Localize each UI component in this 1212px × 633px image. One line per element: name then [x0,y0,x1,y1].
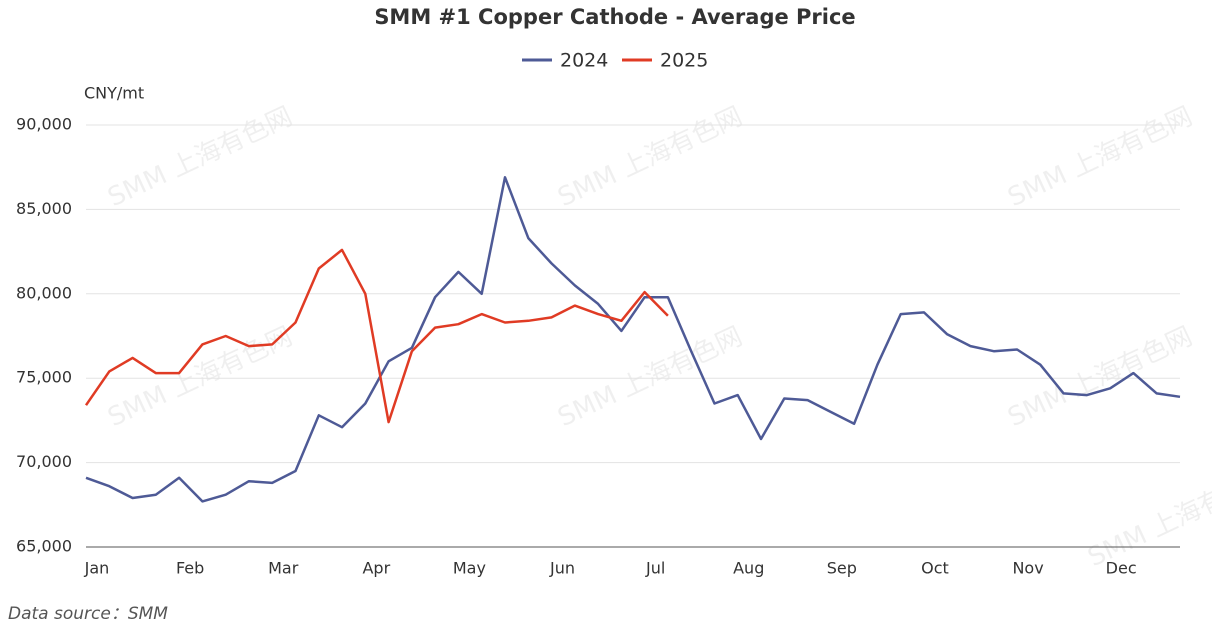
x-tick-label: Dec [1106,559,1137,578]
x-tick-label: Aug [733,559,764,578]
x-tick-label: Mar [268,559,299,578]
line-2025 [84,248,669,424]
watermark: SMM 上海有色网 [553,322,747,434]
watermark: SMM 上海有色网 [1003,102,1197,214]
watermark: SMM 上海有色网 [103,322,297,434]
x-tick-label: Jan [84,559,110,578]
y-tick-label: 90,000 [16,115,72,134]
y-tick-label: 75,000 [16,368,72,387]
y-tick-label: 70,000 [16,452,72,471]
watermark: SMM 上海有色网 [103,102,297,214]
x-tick-label: Feb [176,559,204,578]
source: Data source：SMM [8,604,168,624]
x-tick-label: Apr [362,559,390,578]
legend-label: 2025 [660,50,708,72]
x-tick-label: Sep [827,559,857,578]
line-2024 [85,176,1181,503]
x-tick-label: Oct [921,559,949,578]
y-tick-label: 85,000 [16,199,72,218]
x-tick-label: Jun [549,559,575,578]
x-tick-label: Nov [1012,559,1043,578]
watermark: SMM 上海有色网 [1083,462,1212,574]
watermark: SMM 上海有色网 [1003,322,1197,434]
x-tick-label: Jul [645,559,665,578]
y-axis-label: CNY/mt [84,84,144,103]
chart-title: SMM #1 Copper Cathode - Average Price [374,5,855,29]
legend-label: 2024 [560,50,608,72]
watermark: SMM 上海有色网 [553,102,747,214]
x-tick-label: May [453,559,486,578]
y-tick-label: 65,000 [16,537,72,556]
y-tick-label: 80,000 [16,283,72,302]
